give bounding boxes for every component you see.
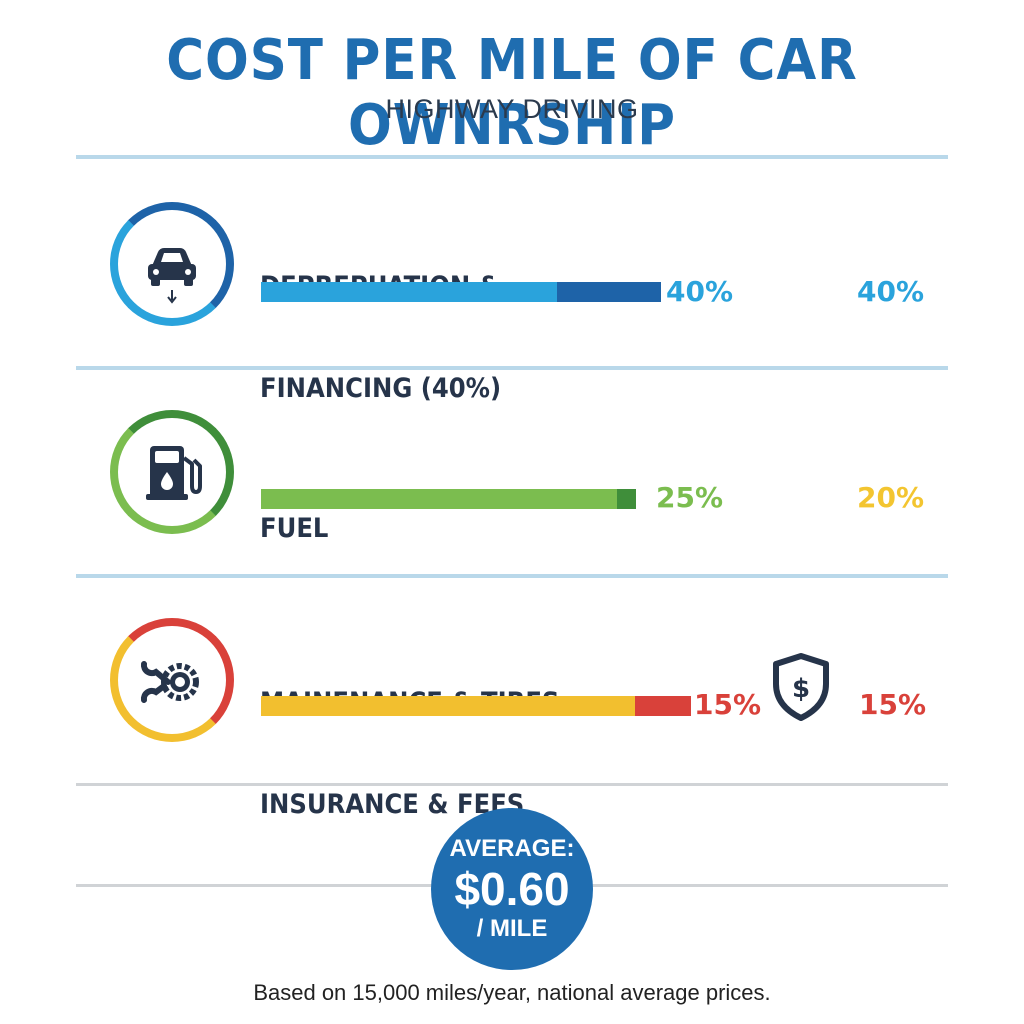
- fuel-bar-segment-1: [261, 489, 618, 509]
- average-unit: / MILE: [476, 915, 548, 942]
- depreciation-bar-segment-1: [261, 282, 557, 302]
- average-value: $0.60: [454, 863, 570, 915]
- dollar-shield-icon: $: [773, 653, 829, 721]
- fuel-bar-segment-2: [617, 489, 636, 509]
- car-icon: [148, 248, 196, 304]
- category-label-depreciation: DEPREPUATION & FINANCING (40%): [260, 202, 501, 440]
- depreciation-bar-segment-2: [557, 282, 661, 302]
- maintenance-bar-segment-2: [635, 696, 691, 716]
- bar-fuel: [261, 489, 636, 509]
- bar-maintenance: [261, 696, 691, 716]
- chart-subtitle: HIGHWAY DRIVING: [385, 94, 639, 124]
- depreciation-ring: [110, 202, 234, 326]
- average-badge: AVERAGE: $0.60 / MILE: [431, 808, 593, 970]
- secondary-label-depreciation: 40%: [857, 275, 925, 308]
- divider: [76, 366, 948, 370]
- maintenance-bar-segment-1: [261, 696, 636, 716]
- wrench-gear-icon: [140, 661, 199, 703]
- bar-depreciation: [261, 282, 661, 302]
- fuel-ring: [110, 410, 234, 534]
- footnote: Based on 15,000 miles/year, national ave…: [253, 980, 771, 1005]
- divider: [76, 155, 948, 159]
- divider: [76, 574, 948, 578]
- svg-text:$: $: [792, 674, 810, 704]
- label-line: FUEL: [260, 513, 329, 544]
- chart-title: COST PER MILE OF CAR OWNRSHIP: [166, 28, 858, 158]
- category-label-fuel: FUEL: [260, 444, 328, 580]
- average-label: AVERAGE:: [449, 835, 575, 862]
- fuel-pump-icon: [146, 446, 202, 500]
- value-label-fuel: 25%: [656, 481, 724, 514]
- label-line: FINANCING (40%): [260, 373, 502, 404]
- maintenance-ring: [110, 618, 234, 742]
- divider: [76, 783, 948, 786]
- value-label-depreciation: 40%: [666, 275, 734, 308]
- secondary-label-fuel: 20%: [857, 481, 925, 514]
- value-label-maintenance: 15%: [694, 688, 762, 721]
- secondary-label-maintenance: 15%: [859, 688, 927, 721]
